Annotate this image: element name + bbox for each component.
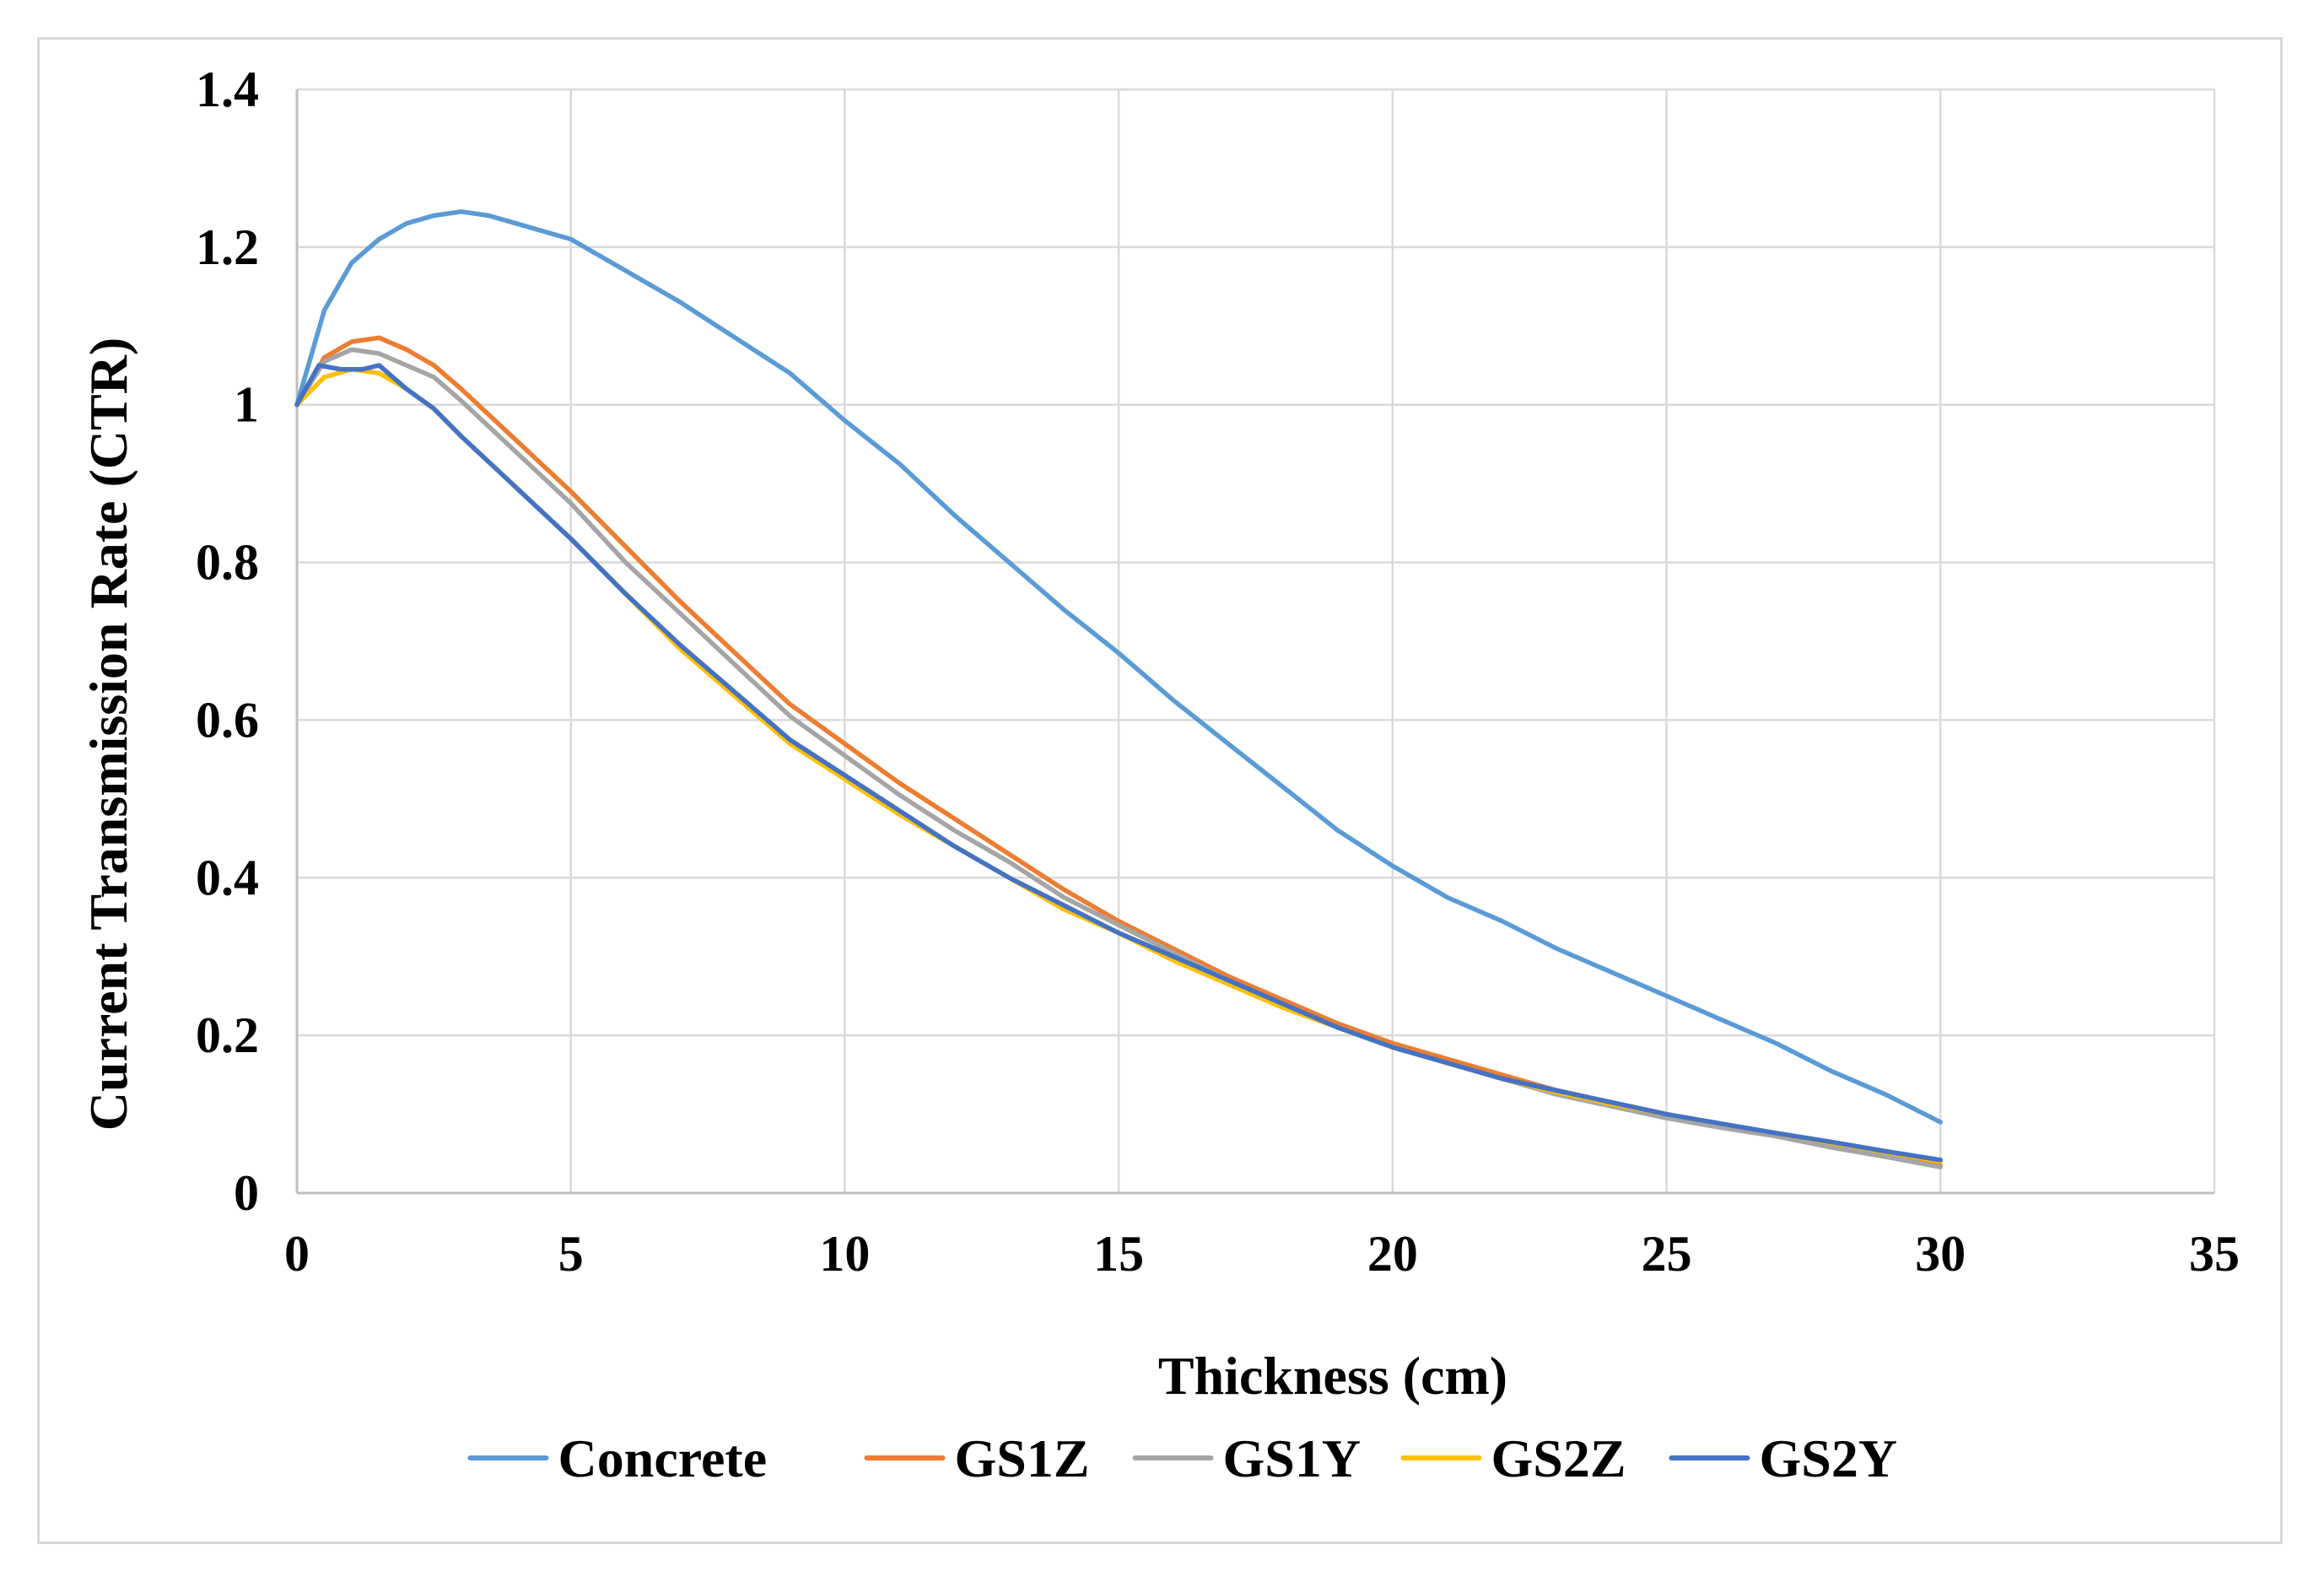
legend-item-gs1z: GS1Z — [864, 1428, 1090, 1488]
x-tick-label: 5 — [558, 1226, 584, 1282]
legend-item-gs2z: GS2Z — [1400, 1428, 1626, 1488]
y-tick-label: 0.2 — [196, 1007, 259, 1063]
y-tick-label: 0.4 — [196, 850, 259, 905]
tick-labels: 0 0.2 0.4 0.6 0.8 1 1.2 1.4 0 5 10 15 20 25 30 35 — [196, 62, 2240, 1282]
x-tick-label: 15 — [1093, 1226, 1144, 1282]
y-tick-label: 0.8 — [196, 535, 259, 591]
legend-label: GS2Y — [1760, 1428, 1898, 1488]
legend-label: GS1Y — [1223, 1428, 1362, 1488]
legend-label: GS1Z — [955, 1428, 1090, 1488]
x-tick-label: 20 — [1367, 1226, 1418, 1282]
legend-label: Concrete — [558, 1428, 768, 1488]
axes — [295, 89, 2214, 1195]
legend-item-concrete: Concrete — [467, 1428, 768, 1488]
x-axis-title: Thickness (cm) — [1158, 1346, 1507, 1406]
y-tick-label: 0.6 — [196, 692, 259, 748]
series-line-concrete — [294, 209, 1944, 1125]
y-tick-label: 1.2 — [196, 219, 259, 275]
x-tick-label: 30 — [1915, 1226, 1965, 1282]
x-tick-label: 0 — [284, 1226, 310, 1282]
y-tick-label: 1 — [234, 377, 259, 433]
legend: Concrete GS1Z GS1Y GS2Z GS2Y — [467, 1428, 1898, 1488]
y-axis-title: Current Transmission Rate (CTR) — [78, 337, 138, 1131]
grid-lines — [297, 88, 2216, 1193]
chart-frame — [37, 37, 2283, 1544]
y-tick-label: 0 — [234, 1165, 259, 1221]
legend-item-gs1y: GS1Y — [1132, 1428, 1362, 1488]
series-lines — [294, 209, 1944, 1169]
series-line-gs1y — [294, 347, 1944, 1169]
legend-label: GS2Z — [1491, 1428, 1626, 1488]
x-tick-label: 25 — [1642, 1226, 1692, 1282]
x-tick-label: 35 — [2189, 1226, 2240, 1282]
x-tick-label: 10 — [819, 1226, 870, 1282]
y-tick-label: 1.4 — [196, 62, 259, 117]
series-line-gs2y — [294, 363, 1944, 1163]
legend-item-gs2y: GS2Y — [1669, 1428, 1898, 1488]
